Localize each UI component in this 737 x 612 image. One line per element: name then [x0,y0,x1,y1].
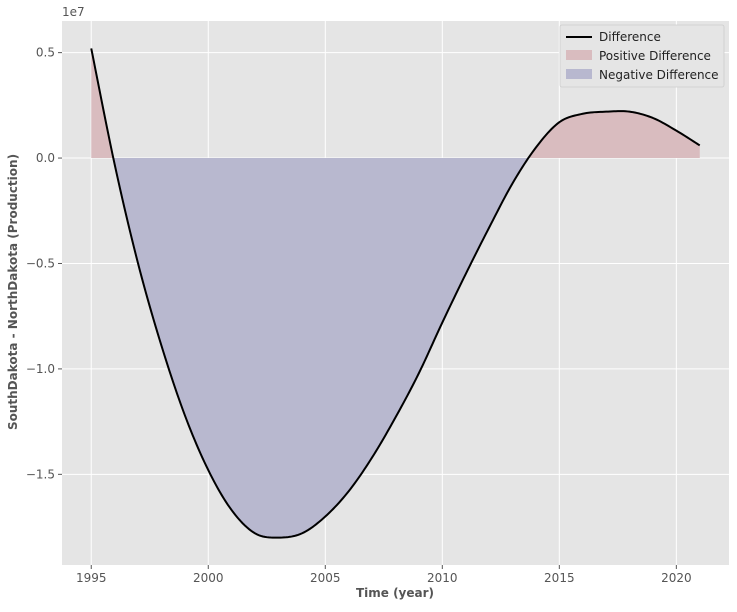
x-tick-label: 2005 [310,571,341,585]
y-tick-label: −1.5 [26,467,55,481]
y-axis-label: SouthDakota - NorthDakota (Production) [6,154,20,430]
legend: Difference Positive Difference Negative … [560,25,724,87]
y-tick-label: 0.0 [36,151,55,165]
x-axis-label: Time (year) [356,586,434,600]
x-axis-ticks: 1995 2000 2005 2010 2015 2020 [76,565,692,585]
y-axis-ticks: 0.5 0.0 −0.5 −1.0 −1.5 [26,46,62,482]
x-tick-label: 2015 [544,571,575,585]
y-axis-offset-label: 1e7 [62,5,85,19]
legend-label-difference: Difference [599,30,661,44]
x-tick-label: 2020 [661,571,692,585]
x-tick-label: 2010 [427,571,458,585]
y-tick-label: −1.0 [26,362,55,376]
legend-label-positive: Positive Difference [599,49,711,63]
legend-swatch-positive [566,50,592,60]
y-tick-label: 0.5 [36,46,55,60]
x-tick-label: 2000 [193,571,224,585]
legend-label-negative: Negative Difference [599,68,719,82]
legend-swatch-negative [566,69,592,79]
x-tick-label: 1995 [76,571,107,585]
y-tick-label: −0.5 [26,256,55,270]
